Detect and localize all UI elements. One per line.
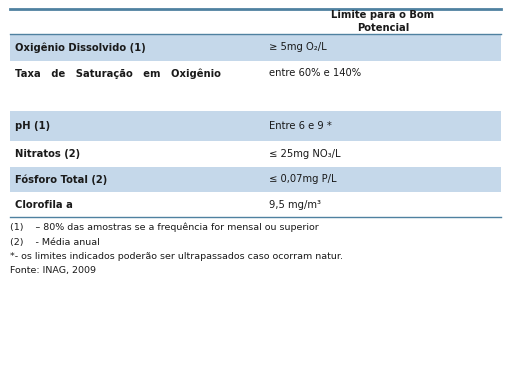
Text: Fonte: INAG, 2009: Fonte: INAG, 2009 [10,266,96,276]
Bar [10,167,501,192]
Text: Entre 6 e 9 *: Entre 6 e 9 * [269,121,332,131]
Text: pH (1): pH (1) [15,121,50,131]
Text: *- os limites indicados poderão ser ultrapassados caso ocorram natur.: *- os limites indicados poderão ser ultr… [10,252,343,261]
Text: Taxa   de   Saturação   em   Oxigênio: Taxa de Saturação em Oxigênio [15,68,221,79]
Text: ≤ 0,07mg P/L: ≤ 0,07mg P/L [269,174,337,185]
Text: entre 60% e 140%: entre 60% e 140% [269,69,361,78]
Text: ≥ 5mg O₂/L: ≥ 5mg O₂/L [269,42,327,53]
Text: Clorofila a: Clorofila a [15,199,73,210]
Text: Nitratos (2): Nitratos (2) [15,149,80,159]
Text: ≤ 25mg NO₃/L: ≤ 25mg NO₃/L [269,149,340,159]
Text: Limite para o Bom
Potencial: Limite para o Bom Potencial [332,10,434,33]
Text: 9,5 mg/m³: 9,5 mg/m³ [269,199,321,210]
Text: Oxigênio Dissolvido (1): Oxigênio Dissolvido (1) [15,42,146,53]
Text: Fósforo Total (2): Fósforo Total (2) [15,174,107,185]
Bar [10,111,501,141]
Text: (2)    - Média anual: (2) - Média anual [10,238,100,246]
Bar [10,34,501,61]
Text: (1)    – 80% das amostras se a frequência for mensal ou superior: (1) – 80% das amostras se a frequência f… [10,223,319,232]
